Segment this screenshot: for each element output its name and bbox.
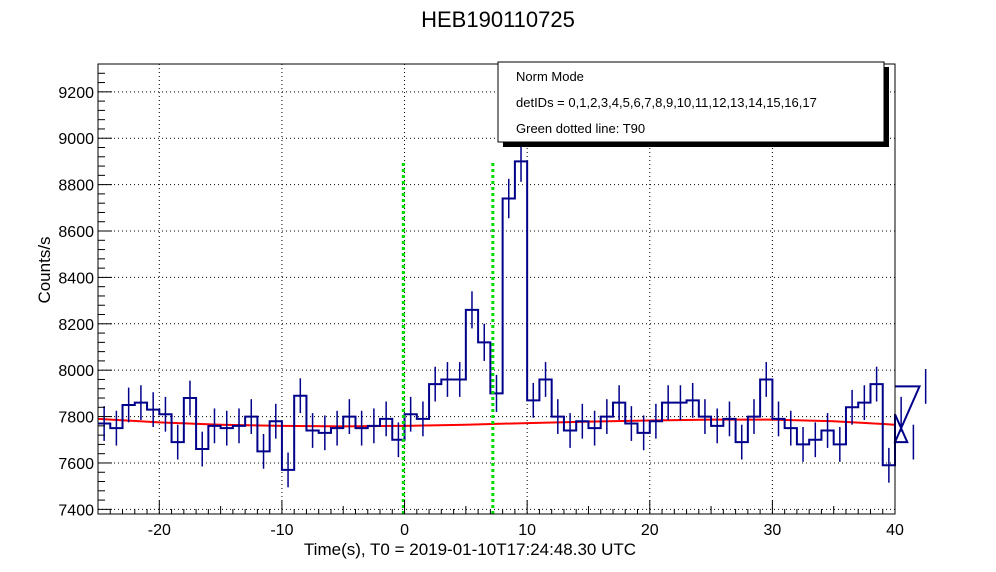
x-tick-label: 30 [763, 522, 781, 539]
legend-box: Norm Mode detIDs = 0,1,2,3,4,5,6,7,8,9,1… [497, 61, 889, 147]
x-tick-label: -10 [270, 522, 293, 539]
x-tick-label: 20 [641, 522, 659, 539]
x-axis-ticks: -20 -10 0 10 20 30 40 [97, 500, 904, 539]
x-tick-label: 10 [518, 522, 536, 539]
y-axis-ticks: 7400 7600 7800 8000 8200 8400 8600 8800 9000 9200 [58, 72, 112, 519]
legend-entry-detids: detIDs = 0,1,2,3,4,5,6,7,8,9,10,11,12,13… [516, 95, 817, 110]
chart-title: HEB190110725 [421, 7, 575, 32]
y-tick-label: 8800 [58, 178, 94, 195]
y-tick-label: 7400 [58, 502, 94, 519]
y-tick-label: 9000 [58, 131, 94, 148]
legend-frame [497, 61, 885, 143]
x-tick-label: 0 [400, 522, 409, 539]
x-tick-label: 40 [886, 522, 904, 539]
histogram-steps [98, 160, 922, 471]
light-curve-histogram [98, 141, 927, 488]
background-fit-line [97, 417, 896, 428]
legend-entry-mode: Norm Mode [516, 69, 584, 84]
y-tick-label: 7800 [58, 410, 94, 427]
plot-frame [97, 63, 896, 515]
y-tick-label: 8000 [58, 363, 94, 380]
y-tick-label: 7600 [58, 456, 94, 473]
y-tick-label: 8600 [58, 224, 94, 241]
legend-entry-t90: Green dotted line: T90 [516, 121, 645, 136]
y-tick-label: 8200 [58, 317, 94, 334]
y-tick-label: 8400 [58, 270, 94, 287]
t90-lines [401, 161, 495, 514]
background-fit-polyline [97, 417, 896, 428]
x-tick-label: -20 [148, 522, 171, 539]
y-axis-label: Counts/s [35, 236, 54, 303]
x-axis-label: Time(s), T0 = 2019-01-10T17:24:48.30 UTC [304, 540, 636, 559]
y-tick-label: 9200 [58, 85, 94, 102]
